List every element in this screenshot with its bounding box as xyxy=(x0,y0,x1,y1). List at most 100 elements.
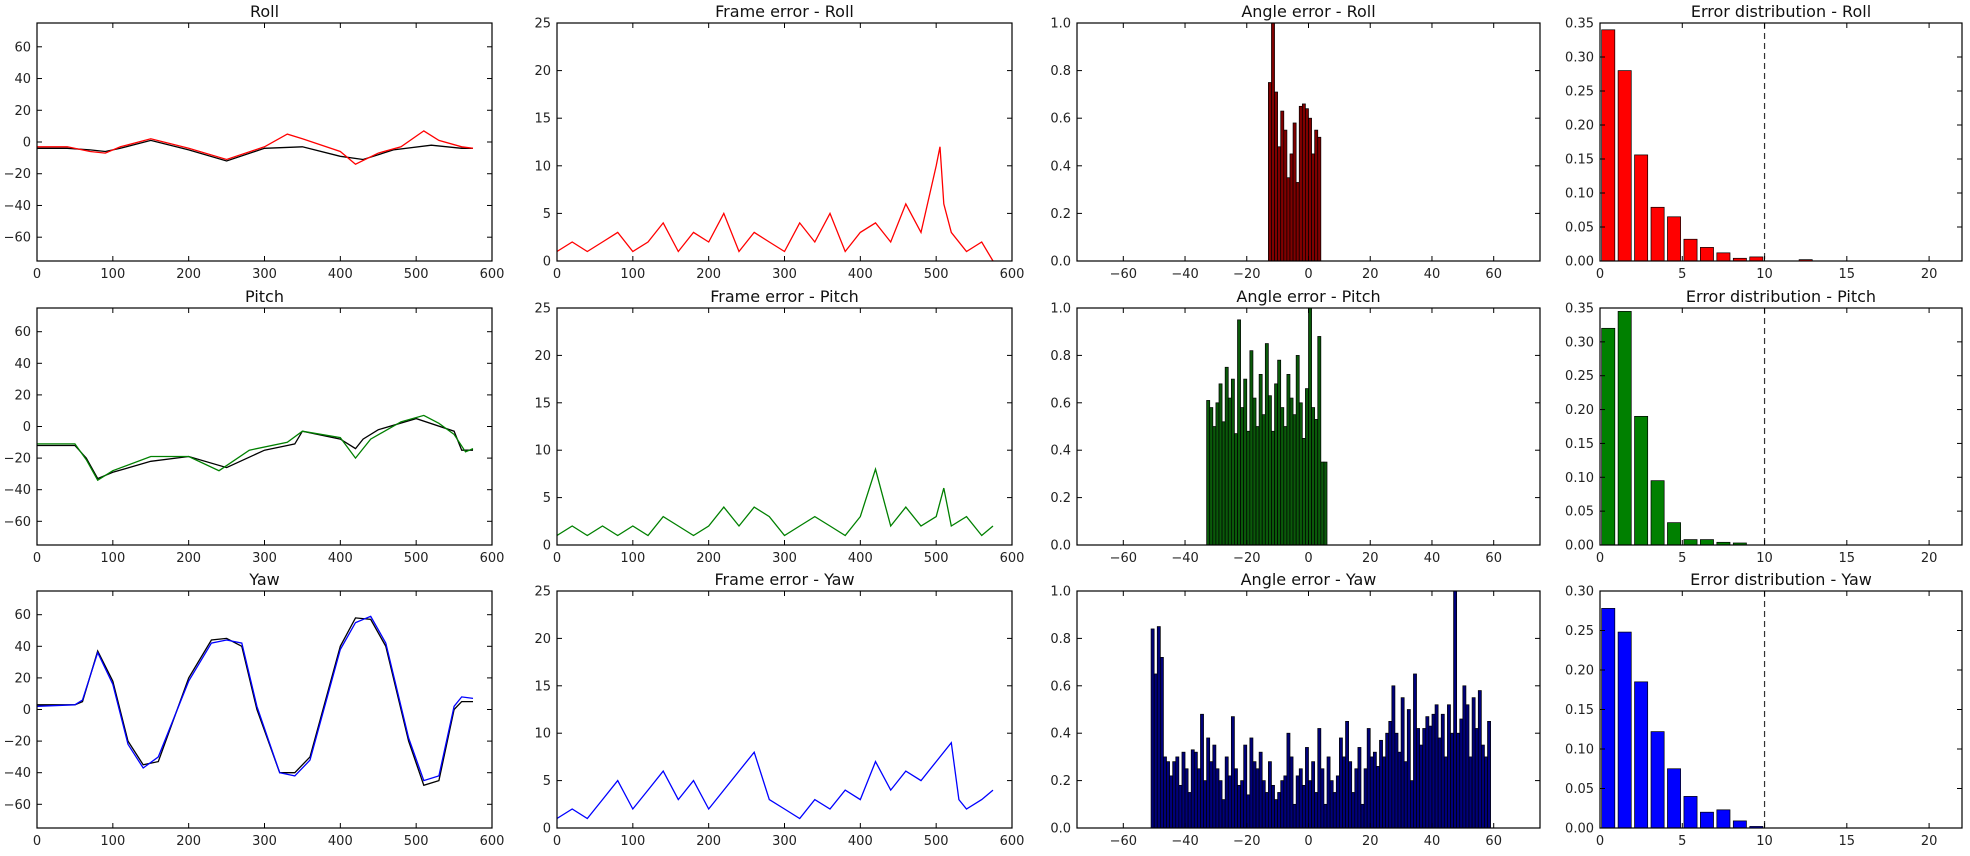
y-tick-label: 10 xyxy=(534,444,551,459)
bar xyxy=(1385,732,1390,828)
bar xyxy=(1428,725,1433,828)
y-tick-label: 0.30 xyxy=(1565,585,1594,600)
axes-frame xyxy=(1599,307,1963,546)
x-tick-label: 20 xyxy=(1362,267,1379,282)
bar xyxy=(1218,780,1223,828)
bar xyxy=(1477,690,1482,828)
bar xyxy=(1308,117,1312,261)
y-tick-label: 5 xyxy=(543,774,551,789)
y-tick-label: 40 xyxy=(14,72,31,87)
y-tick-label: 0.20 xyxy=(1565,664,1594,679)
y-tick-label: −60 xyxy=(4,231,31,246)
y-tick-label: 0 xyxy=(23,136,31,151)
x-tick-label: 20 xyxy=(1362,834,1379,849)
bar xyxy=(1277,792,1282,828)
y-tick-label: −40 xyxy=(4,199,31,214)
bar xyxy=(1178,784,1183,828)
panel-title: Error distribution - Pitch xyxy=(1686,287,1876,306)
y-tick-label: 25 xyxy=(534,302,551,317)
bar xyxy=(1700,539,1714,545)
bar xyxy=(1406,709,1411,828)
y-tick-label: 0.05 xyxy=(1565,221,1594,236)
bar xyxy=(1150,628,1155,828)
y-tick-label: 0.15 xyxy=(1565,703,1594,718)
bar xyxy=(1156,626,1161,828)
bar xyxy=(1601,608,1616,828)
bar xyxy=(1224,756,1229,828)
bar xyxy=(1335,775,1340,828)
bar xyxy=(1345,720,1349,828)
bar xyxy=(1634,681,1649,828)
bar xyxy=(1308,780,1312,828)
panel-title: Yaw xyxy=(248,570,279,589)
y-tick-label: 0.4 xyxy=(1050,727,1071,742)
panel-title: Frame error - Pitch xyxy=(710,287,859,306)
bar xyxy=(1348,761,1353,828)
bar xyxy=(1450,732,1454,828)
x-tick-label: 15 xyxy=(1839,551,1856,566)
y-tick-label: 0.6 xyxy=(1050,112,1071,127)
x-tick-label: 20 xyxy=(1362,551,1379,566)
bar xyxy=(1366,728,1371,828)
bar xyxy=(1453,591,1458,828)
bar xyxy=(1379,739,1383,828)
bar xyxy=(1274,799,1278,828)
x-tick-label: 0 xyxy=(33,551,41,566)
x-tick-label: 300 xyxy=(252,551,277,566)
y-tick-label: 0.4 xyxy=(1050,159,1071,174)
x-tick-label: 0 xyxy=(33,834,41,849)
bar xyxy=(1237,319,1241,545)
panel-angle-error-pitch: −60 −40 −20 0 20 40 60 0.0 0.2 0.4 0.6 0.8 1.0 Angle … xyxy=(1050,287,1541,566)
y-tick-label: 20 xyxy=(534,64,551,79)
x-tick-label: 0 xyxy=(1304,551,1312,566)
x-tick-label: 10 xyxy=(1756,551,1773,566)
bar xyxy=(1295,182,1300,261)
x-tick-label: −40 xyxy=(1171,551,1198,566)
bar xyxy=(1261,414,1266,545)
series-line-estimate xyxy=(37,615,474,782)
bar xyxy=(1311,153,1316,261)
x-tick-label: 300 xyxy=(252,267,277,282)
y-tick-label: 10 xyxy=(534,727,551,742)
bar xyxy=(1323,461,1328,545)
plot-area xyxy=(557,591,1012,828)
y-tick-label: −40 xyxy=(4,483,31,498)
bar xyxy=(1277,359,1282,545)
x-tick-label: 0 xyxy=(1596,834,1604,849)
y-tick-label: 0.20 xyxy=(1565,403,1594,418)
bar xyxy=(1311,761,1316,828)
bar xyxy=(1650,206,1665,261)
bar xyxy=(1667,768,1681,828)
x-tick-label: −60 xyxy=(1110,551,1137,566)
bar xyxy=(1268,395,1272,545)
bar xyxy=(1468,756,1473,828)
bar xyxy=(1271,784,1275,828)
bar xyxy=(1462,685,1467,828)
bar xyxy=(1388,720,1393,828)
y-tick-label: 0.4 xyxy=(1050,444,1071,459)
bar xyxy=(1175,756,1180,828)
y-tick-label: −20 xyxy=(4,167,31,182)
bar xyxy=(1187,792,1192,828)
x-tick-label: 300 xyxy=(772,834,797,849)
bar xyxy=(1617,70,1632,261)
y-tick-label: 0.30 xyxy=(1565,335,1594,350)
x-tick-label: 300 xyxy=(772,551,797,566)
bar xyxy=(1317,336,1322,545)
y-tick-label: 0 xyxy=(543,255,551,270)
bar xyxy=(1230,716,1235,828)
panel-error-distribution-roll: 0 5 10 15 20 0.00 0.05 0.10 0.15 0.20 0.25 0.30 0.35… xyxy=(1565,2,1963,282)
panel-title: Pitch xyxy=(245,287,284,306)
panel-roll: 0 100 200 300 400 500 600 −60 −40 −20 0 20 40 60 Roll xyxy=(4,2,505,282)
bar xyxy=(1397,751,1402,828)
x-tick-label: 400 xyxy=(848,267,873,282)
x-tick-label: 100 xyxy=(620,551,645,566)
bar xyxy=(1249,350,1254,545)
bar xyxy=(1301,438,1306,545)
bar xyxy=(1286,177,1291,261)
y-tick-label: 0.15 xyxy=(1565,153,1594,168)
y-tick-label: 20 xyxy=(534,632,551,647)
x-tick-label: 0 xyxy=(1596,551,1604,566)
x-tick-label: 600 xyxy=(480,551,505,566)
bar xyxy=(1351,792,1356,828)
